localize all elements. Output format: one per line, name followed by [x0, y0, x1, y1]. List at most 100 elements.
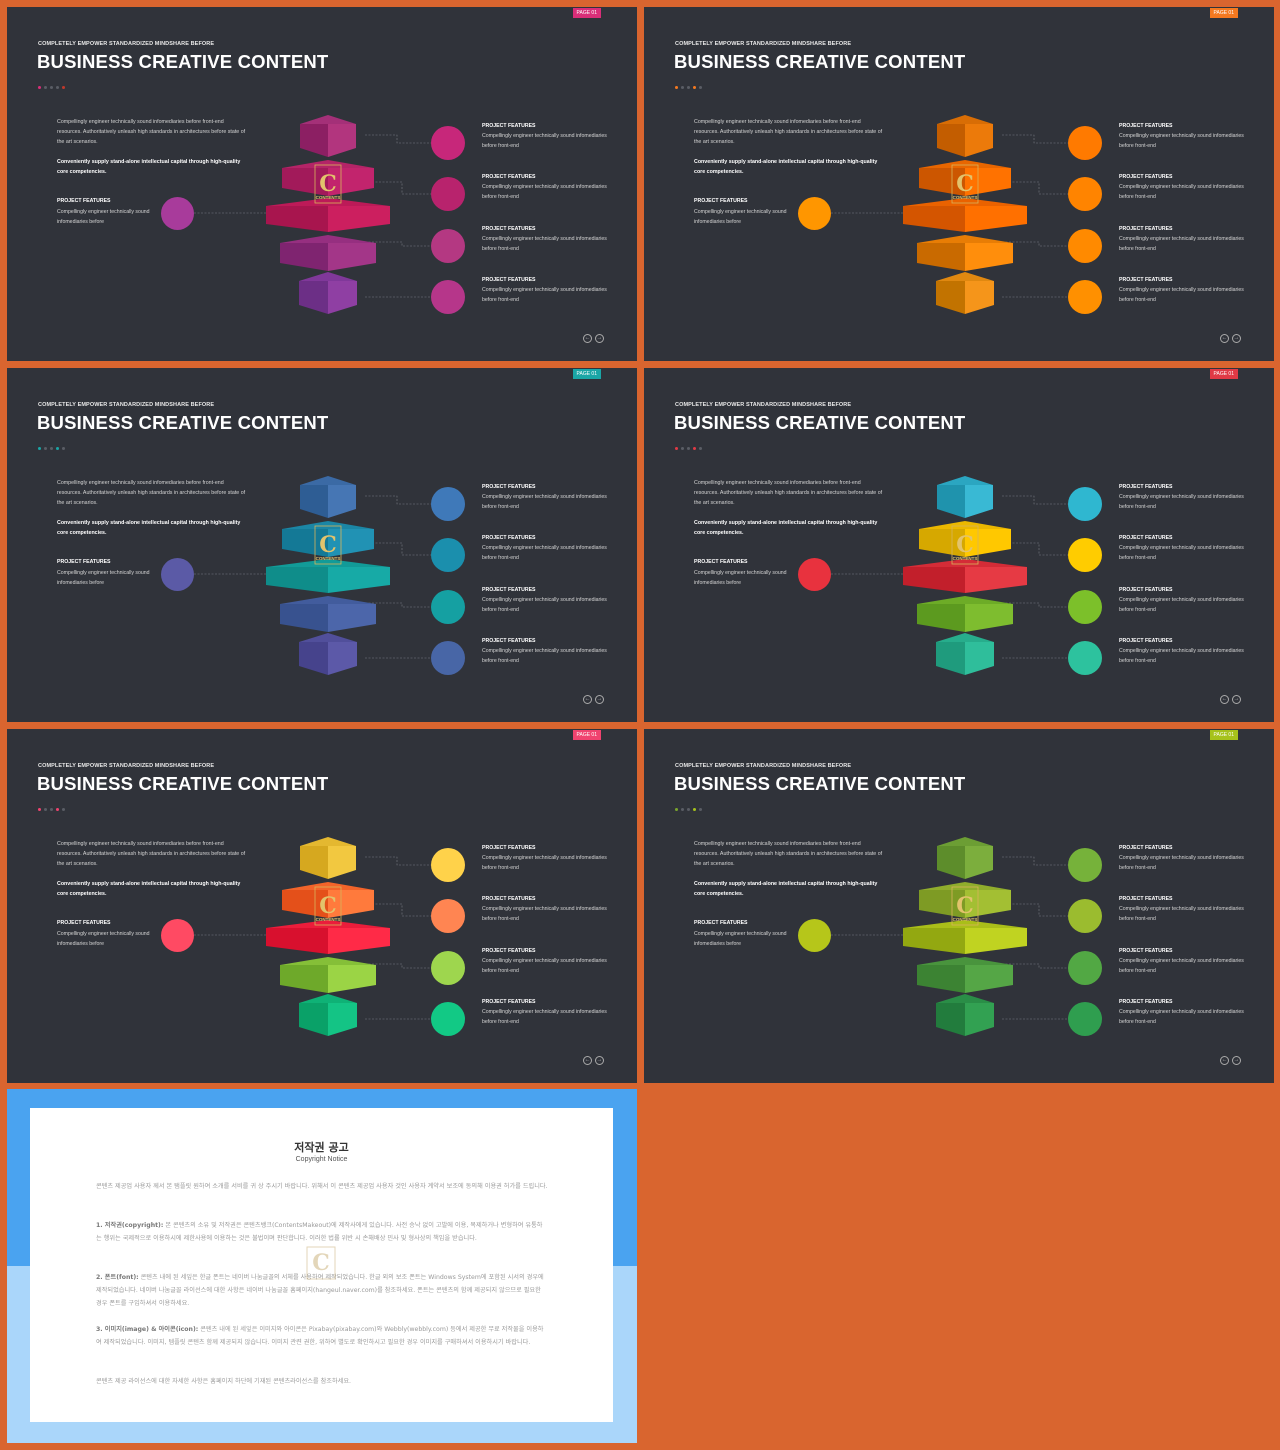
left-feature-desc: Compellingly engineer technically sound …: [57, 931, 150, 947]
copyright-subtitle: Copyright Notice: [295, 1156, 348, 1163]
left-feature-title: PROJECT FEATURES: [57, 559, 111, 565]
nav-prev-icon[interactable]: ←: [583, 334, 592, 343]
nav-next-icon[interactable]: →: [595, 334, 604, 343]
stack-tier-2: [282, 882, 374, 918]
left-feature-desc: Compellingly engineer technically sound …: [57, 570, 150, 586]
connector-line-2: [365, 542, 431, 556]
connector-line-3: [1002, 241, 1068, 247]
indicator-dot: [699, 808, 702, 811]
dot-indicator: [38, 447, 65, 450]
copyright-section-2-heading: 2. 폰트(font):: [96, 1274, 139, 1281]
stack-tier-3: [266, 198, 390, 232]
connector-lines: [194, 856, 431, 1020]
feature-circle-1: [1068, 487, 1102, 521]
feature-title: PROJECT FEATURES: [1119, 638, 1173, 644]
feature-item-3: PROJECT FEATURES Compellingly engineer te…: [1119, 947, 1249, 976]
connector-line-3: [1002, 602, 1068, 608]
connector-line-2: [1002, 542, 1068, 556]
nav-prev-icon[interactable]: ←: [1220, 334, 1229, 343]
feature-item-3: PROJECT FEATURES Compellingly engineer te…: [482, 947, 612, 976]
feature-item-2: PROJECT FEATURES Compellingly engineer te…: [1119, 895, 1249, 924]
stack-tier-5: [299, 633, 357, 675]
feature-item-2: PROJECT FEATURES Compellingly engineer te…: [1119, 173, 1249, 202]
slide-kicker: COMPLETELY EMPOWER STANDARDIZED MINDSHAR…: [38, 402, 215, 408]
feature-title: PROJECT FEATURES: [482, 896, 536, 902]
stack-tier-4: [917, 235, 1013, 271]
highlight-paragraph: Conveniently supply stand-alone intellec…: [694, 881, 878, 897]
left-feature-circle: [798, 558, 831, 591]
stack-tier-4: [917, 957, 1013, 993]
stack-tier-5: [299, 994, 357, 1036]
feature-title: PROJECT FEATURES: [482, 845, 536, 851]
indicator-dot: [693, 86, 696, 89]
feature-item-1: PROJECT FEATURES Compellingly engineer te…: [482, 122, 612, 151]
nav-next-icon[interactable]: →: [595, 695, 604, 704]
feature-item-1: PROJECT FEATURES Compellingly engineer te…: [482, 483, 612, 512]
nav-prev-icon[interactable]: ←: [583, 1056, 592, 1065]
feature-desc: Compellingly engineer technically sound …: [482, 494, 607, 510]
intro-paragraph: Compellingly engineer technically sound …: [694, 480, 883, 506]
copyright-section-1: 1. 저작권(copyright): 본 콘텐츠의 소유 및 저작권은 콘텐츠뱅…: [96, 1219, 548, 1245]
stack-tier-2: [282, 160, 374, 196]
left-feature-desc: Compellingly engineer technically sound …: [694, 570, 787, 586]
nav-next-icon[interactable]: →: [595, 1056, 604, 1065]
stack-tier-1: [300, 476, 356, 518]
highlight-paragraph: Conveniently supply stand-alone intellec…: [57, 520, 241, 536]
feature-title: PROJECT FEATURES: [482, 226, 536, 232]
feature-desc: Compellingly engineer technically sound …: [482, 1009, 607, 1025]
stack-tier-3: [903, 198, 1027, 232]
feature-title: PROJECT FEATURES: [1119, 277, 1173, 283]
feature-circle-2: [431, 538, 465, 572]
stack-tier-1: [937, 837, 993, 879]
feature-item-4: PROJECT FEATURES Compellingly engineer te…: [1119, 637, 1249, 666]
connector-line-1: [1002, 495, 1068, 505]
stack-tier-1: [937, 115, 993, 157]
page-badge: PAGE 01: [572, 730, 601, 740]
indicator-dot: [675, 447, 678, 450]
feature-circle-3: [1068, 951, 1102, 985]
feature-title: PROJECT FEATURES: [1119, 999, 1173, 1005]
stack-tier-1: [937, 476, 993, 518]
stack-tier-3: [903, 559, 1027, 593]
feature-desc: Compellingly engineer technically sound …: [482, 597, 607, 613]
logo-letter: C: [319, 171, 337, 197]
feature-item-1: PROJECT FEATURES Compellingly engineer te…: [1119, 122, 1249, 151]
nav-prev-icon[interactable]: ←: [583, 695, 592, 704]
feature-desc: Compellingly engineer technically sound …: [482, 287, 607, 303]
connector-line-2: [1002, 903, 1068, 917]
feature-circle-2: [1068, 538, 1102, 572]
copyright-section-2: 2. 폰트(font): 콘텐츠 내에 된 세잎은 한글 폰트는 네이버 나눔글…: [96, 1271, 548, 1310]
nav-next-icon[interactable]: →: [1232, 1056, 1241, 1065]
connector-line-3: [1002, 963, 1068, 969]
feature-circle-1: [1068, 126, 1102, 160]
nav-prev-icon[interactable]: ←: [1220, 695, 1229, 704]
feature-item-4: PROJECT FEATURES Compellingly engineer te…: [482, 637, 612, 666]
feature-desc: Compellingly engineer technically sound …: [482, 855, 607, 871]
feature-title: PROJECT FEATURES: [482, 484, 536, 490]
feature-desc: Compellingly engineer technically sound …: [1119, 648, 1244, 664]
logo-caption: CONTENTS: [316, 556, 341, 561]
dot-indicator: [675, 808, 702, 811]
nav-prev-icon[interactable]: ←: [1220, 1056, 1229, 1065]
feature-circle-2: [1068, 177, 1102, 211]
indicator-dot: [693, 447, 696, 450]
stack-tier-4: [917, 596, 1013, 632]
feature-desc: Compellingly engineer technically sound …: [482, 906, 607, 922]
logo-letter: C: [956, 893, 974, 919]
feature-desc: Compellingly engineer technically sound …: [1119, 184, 1244, 200]
page-badge: PAGE 01: [1209, 8, 1238, 18]
feature-item-4: PROJECT FEATURES Compellingly engineer te…: [1119, 276, 1249, 305]
nav-next-icon[interactable]: →: [1232, 695, 1241, 704]
nav-next-icon[interactable]: →: [1232, 334, 1241, 343]
feature-item-1: PROJECT FEATURES Compellingly engineer te…: [1119, 844, 1249, 873]
highlight-paragraph: Conveniently supply stand-alone intellec…: [694, 159, 878, 175]
indicator-dot: [50, 447, 53, 450]
slide-4: PAGE 01 COMPLETELY EMPOWER STANDARDIZED M…: [644, 368, 1274, 722]
feature-title: PROJECT FEATURES: [482, 587, 536, 593]
intro-paragraph: Compellingly engineer technically sound …: [694, 841, 883, 867]
feature-item-1: PROJECT FEATURES Compellingly engineer te…: [482, 844, 612, 873]
